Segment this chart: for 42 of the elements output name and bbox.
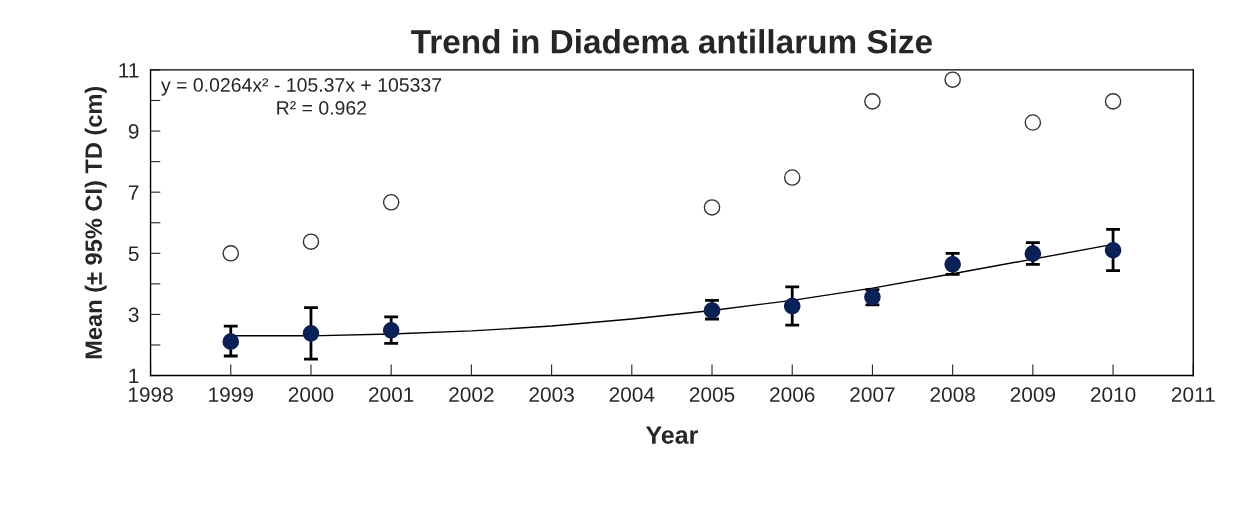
point bbox=[703, 302, 721, 319]
x-tick-label: 2003 bbox=[529, 387, 574, 402]
point bbox=[783, 169, 801, 186]
point bbox=[1104, 93, 1122, 110]
y-tick-label: 5 bbox=[128, 246, 139, 262]
point bbox=[703, 199, 721, 216]
point bbox=[944, 256, 961, 273]
point bbox=[222, 244, 240, 262]
point bbox=[222, 333, 240, 350]
y-tick-label: 3 bbox=[128, 307, 139, 323]
chart-title: Trend in Diadema antillarum Size bbox=[411, 29, 932, 54]
point bbox=[783, 297, 801, 315]
x-tick-label: 2000 bbox=[288, 387, 334, 402]
x-axis-title: Year bbox=[645, 426, 698, 444]
y-axis-title: Mean (± 95% CI) TD (cm) bbox=[84, 86, 107, 359]
point bbox=[864, 93, 881, 110]
point bbox=[382, 193, 400, 211]
y-tick-label: 1 bbox=[129, 368, 139, 384]
x-tick-label: 2010 bbox=[1090, 387, 1136, 402]
x-tick-label: 2008 bbox=[930, 387, 975, 402]
annotation: y = 0.0264x² - 105.37x + 105337 bbox=[161, 78, 442, 96]
x-tick-label: 2011 bbox=[1171, 387, 1215, 402]
y-tick-label: 9 bbox=[128, 124, 139, 139]
x-tick-label: 2002 bbox=[449, 387, 494, 402]
x-tick-label: 2007 bbox=[850, 387, 895, 402]
x-tick-label: 2006 bbox=[770, 387, 815, 402]
point bbox=[1104, 241, 1122, 259]
x-tick-label: 2001 bbox=[369, 387, 414, 402]
point bbox=[944, 71, 961, 89]
x-tick-label: 2004 bbox=[609, 387, 655, 402]
point bbox=[382, 322, 400, 339]
point bbox=[1024, 245, 1042, 262]
x-tick-label: 2005 bbox=[689, 387, 735, 402]
point bbox=[302, 233, 320, 250]
x-tick-label: 1998 bbox=[128, 387, 173, 402]
x-tick-label: 2009 bbox=[1010, 387, 1056, 402]
y-tick-label: 7 bbox=[128, 185, 139, 200]
annotation: R² = 0.962 bbox=[277, 101, 367, 115]
point bbox=[1024, 114, 1042, 131]
x-tick-label: 1999 bbox=[209, 387, 253, 402]
point bbox=[302, 325, 320, 342]
y-tick-label: 11 bbox=[119, 63, 139, 78]
